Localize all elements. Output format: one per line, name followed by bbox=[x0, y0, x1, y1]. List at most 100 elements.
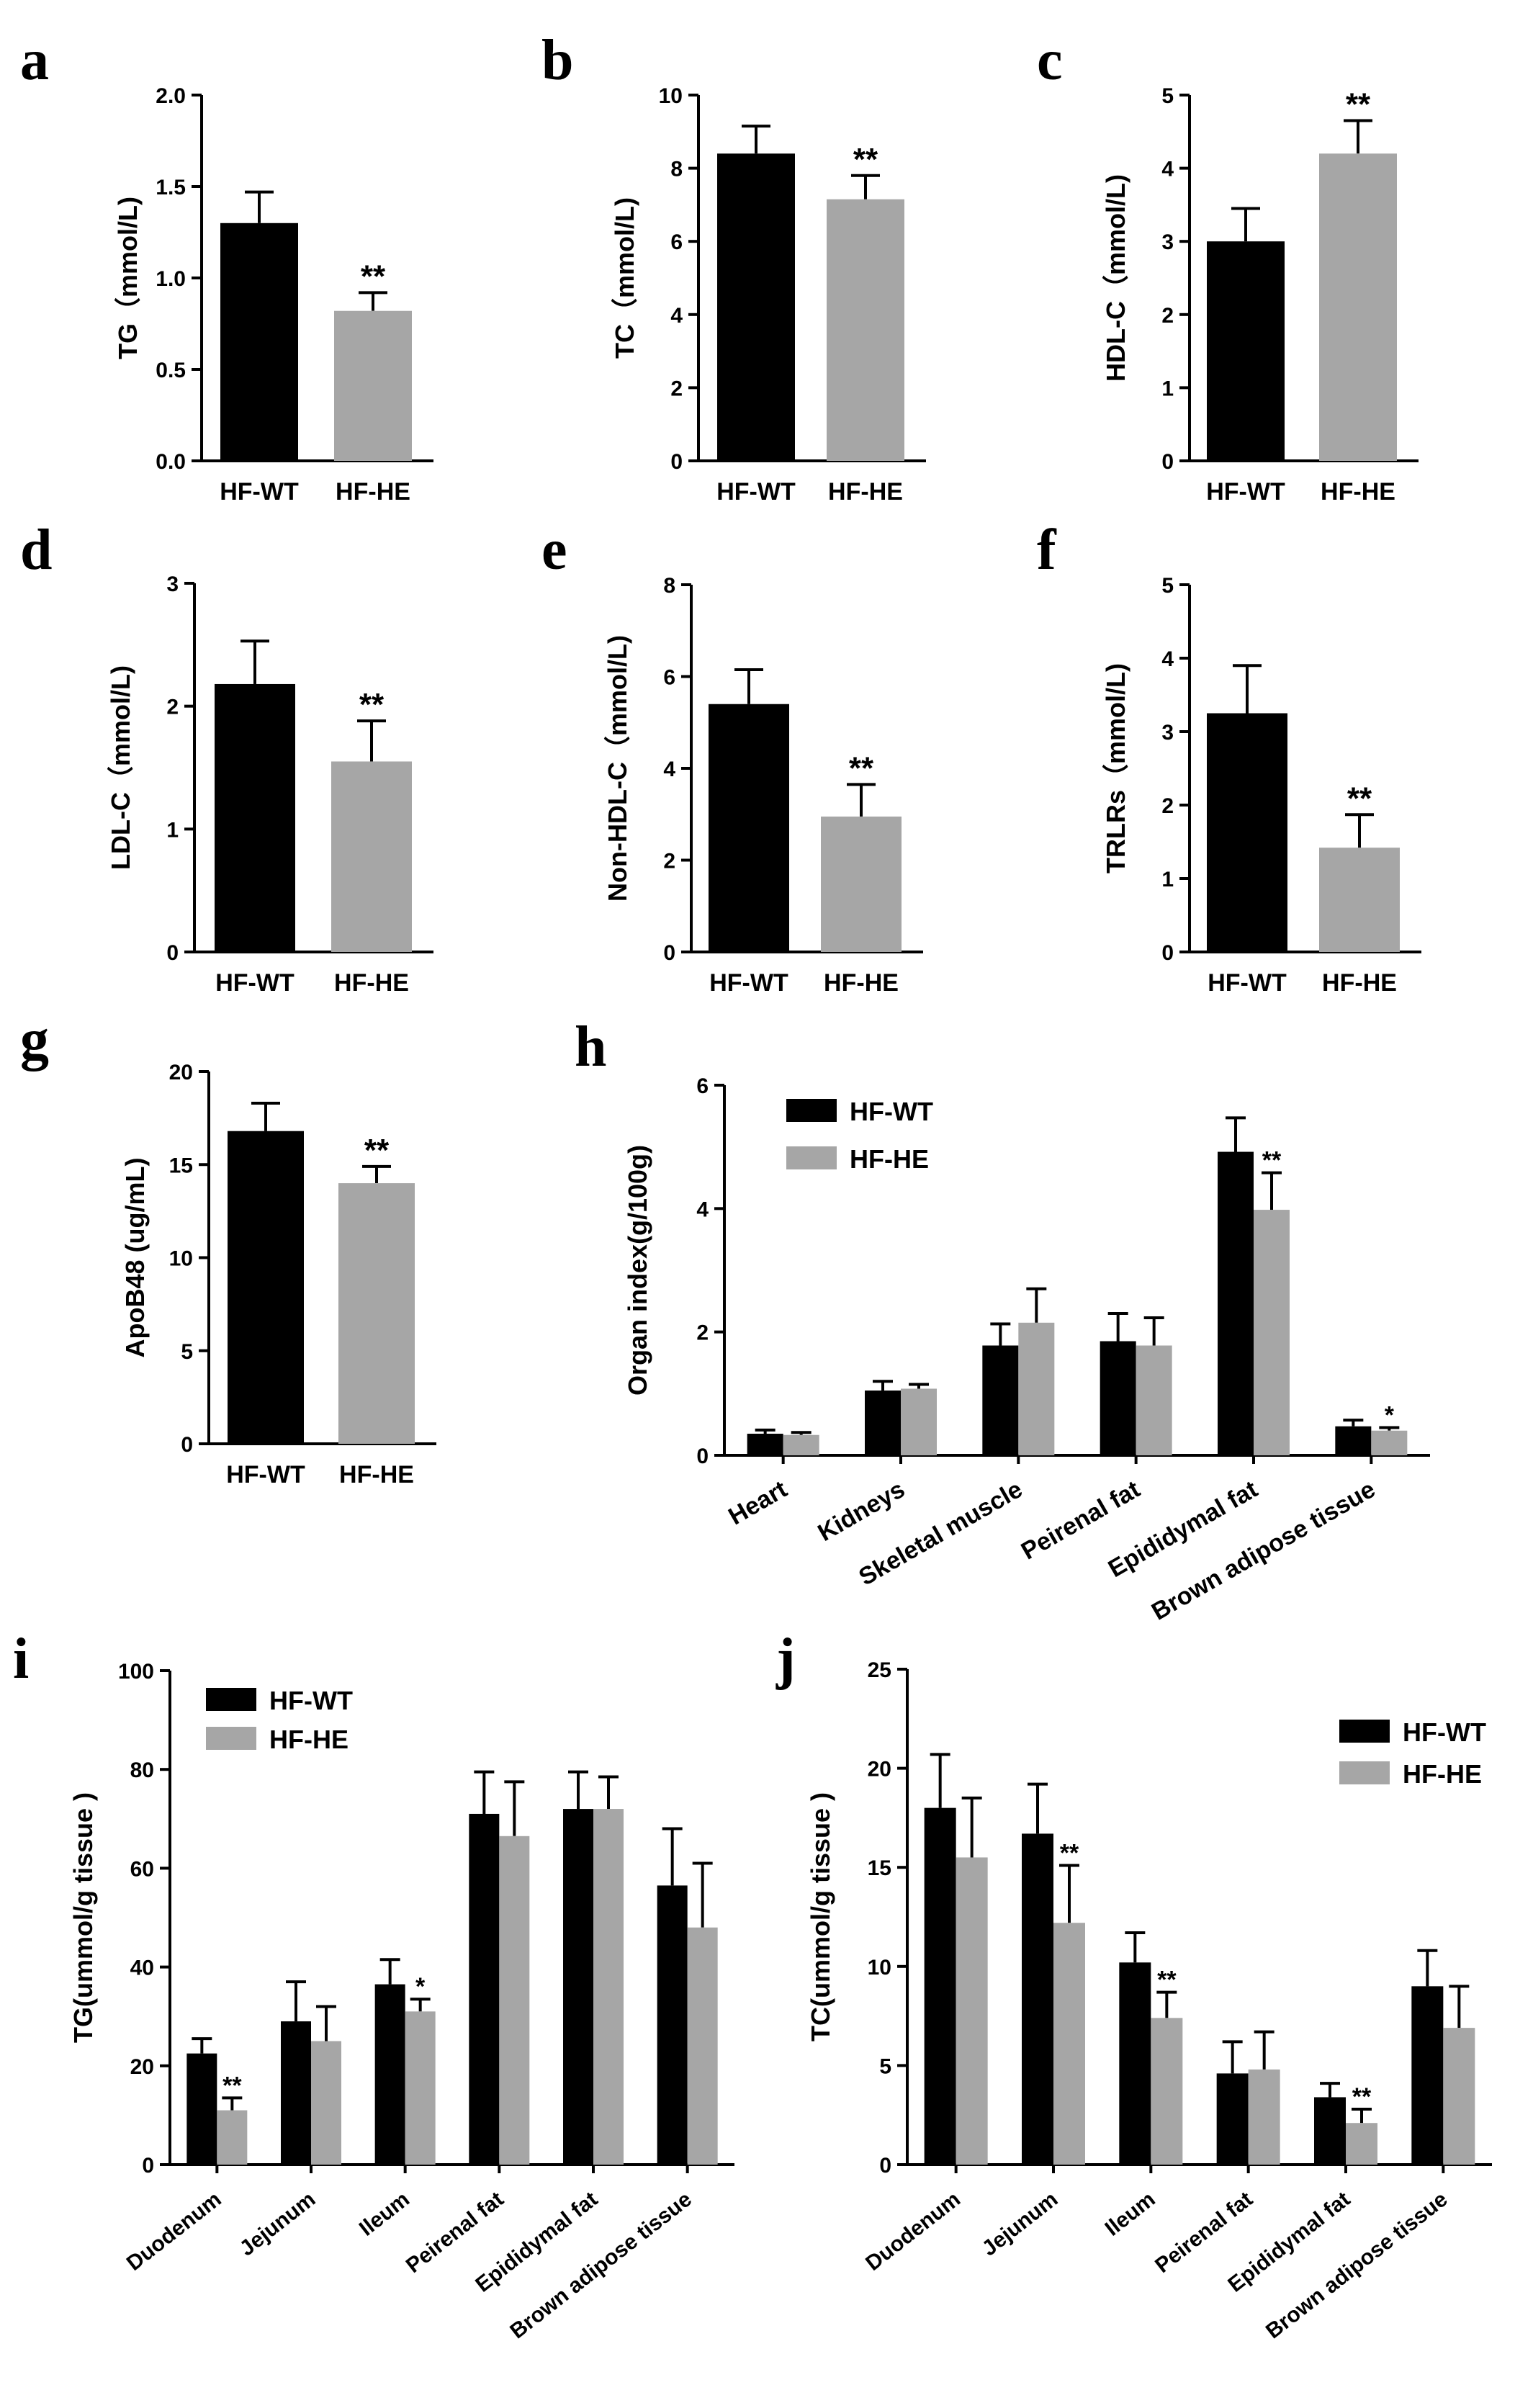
y-tick-label: 100 bbox=[118, 1660, 154, 1684]
y-tick-label: 5 bbox=[879, 2054, 891, 2078]
bar-HF-WT-Duodenum bbox=[186, 2053, 217, 2165]
y-tick-label: 10 bbox=[659, 84, 683, 108]
x-category-label: HF-HE bbox=[824, 969, 899, 997]
bar-HF-HE-Peirenal fat bbox=[499, 1836, 530, 2165]
y-tick-label: 1 bbox=[1161, 377, 1174, 400]
y-tick-label: 0 bbox=[1161, 941, 1174, 965]
bar-HF-HE bbox=[331, 761, 412, 952]
y-tick-label: 15 bbox=[169, 1154, 193, 1177]
bar-HF-HE-Peirenal fat bbox=[1136, 1345, 1172, 1455]
y-axis-title: ApoB48 (ug/mL) bbox=[120, 1158, 150, 1358]
panel-i: i 0 20 40 60 80 100 TG(ummol/g tissue ) ** Duoden… bbox=[13, 1627, 734, 2343]
panel-b: b 0 2 4 6 8 10 TC（mmol/L) HF-WT HF-HE ** bbox=[541, 29, 926, 506]
panel-letter: g bbox=[20, 1008, 49, 1072]
legend-label: HF-WT bbox=[269, 1686, 353, 1715]
panel-e: e 0 2 4 6 8 Non-HDL-C（mmol/L) HF-WT HF-HE ** bbox=[541, 518, 923, 997]
x-category-label: HF-WT bbox=[215, 969, 295, 997]
y-tick-label: 15 bbox=[868, 1856, 891, 1880]
y-tick-label: 4 bbox=[696, 1198, 709, 1221]
bar-HF-WT-Heart bbox=[747, 1434, 783, 1455]
bar-HF-WT bbox=[220, 223, 298, 461]
y-axis-title: TRLRs（mmol/L) bbox=[1101, 663, 1130, 873]
significance-mark: ** bbox=[1060, 1839, 1079, 1866]
bar-HF-WT bbox=[1207, 713, 1287, 952]
y-tick-label: 0 bbox=[166, 941, 179, 965]
x-category-label: Ileum bbox=[1101, 2188, 1160, 2241]
legend-label: HF-WT bbox=[850, 1097, 933, 1126]
y-tick-label: 5 bbox=[181, 1340, 193, 1364]
y-tick-label: 0.0 bbox=[156, 450, 186, 474]
panel-letter: b bbox=[541, 29, 574, 92]
y-axis-title: HDL-C（mmol/L) bbox=[1101, 174, 1130, 382]
y-tick-label: 1 bbox=[166, 818, 179, 842]
y-tick-label: 10 bbox=[868, 1956, 891, 1980]
significance-mark: ** bbox=[364, 1133, 390, 1168]
bar-HF-HE-Epididymal fat bbox=[1346, 2123, 1377, 2165]
legend: HF-WT HF-HE bbox=[786, 1097, 933, 1174]
significance-mark: * bbox=[1385, 1401, 1395, 1429]
panel-letter: j bbox=[776, 1627, 796, 1691]
legend-label: HF-HE bbox=[1403, 1759, 1482, 1789]
y-axis-title: TG（mmol/L) bbox=[113, 197, 143, 359]
y-tick-label: 2 bbox=[696, 1321, 709, 1345]
y-tick-label: 8 bbox=[663, 574, 675, 598]
y-tick-label: 0 bbox=[181, 1433, 193, 1457]
panel-letter: d bbox=[20, 518, 53, 582]
bar-HF-WT-Skeletal muscle bbox=[982, 1345, 1019, 1455]
significance-mark: ** bbox=[1157, 1967, 1177, 1994]
panel-d: d 0 1 2 3 LDL-C（mmol/L) HF-WT HF-HE ** bbox=[20, 518, 433, 997]
panel-j: j 0 5 10 15 20 25 TC(ummol/g tissue ) Duodenum **… bbox=[776, 1627, 1492, 2343]
bar-HF-HE-Peirenal fat bbox=[1248, 2069, 1280, 2165]
significance-mark: ** bbox=[222, 2072, 242, 2099]
bar-HF-HE-Brown adipose tissue bbox=[1371, 1430, 1408, 1455]
significance-mark: ** bbox=[1347, 781, 1372, 816]
y-axis-title: TG(ummol/g tissue ) bbox=[68, 1792, 98, 2043]
significance-mark: ** bbox=[1346, 87, 1371, 122]
y-tick-label: 2 bbox=[663, 850, 675, 873]
x-category-label: Heart bbox=[724, 1475, 791, 1530]
bar-HF-HE-Ileum bbox=[1151, 2018, 1183, 2165]
y-tick-label: 80 bbox=[130, 1758, 154, 1782]
y-tick-label: 60 bbox=[130, 1857, 154, 1881]
legend: HF-WT HF-HE bbox=[206, 1686, 353, 1754]
bar-HF-WT-Epididymal fat bbox=[1314, 2097, 1346, 2165]
y-tick-label: 3 bbox=[166, 572, 179, 596]
legend-label: HF-WT bbox=[1403, 1717, 1486, 1747]
y-tick-label: 3 bbox=[1161, 230, 1174, 254]
y-tick-label: 1.5 bbox=[156, 176, 186, 199]
y-tick-label: 40 bbox=[130, 1956, 154, 1980]
significance-mark: ** bbox=[1352, 2083, 1372, 2111]
bar-HF-HE-Epididymal fat bbox=[593, 1809, 624, 2165]
bar-HF-HE-Kidneys bbox=[901, 1388, 937, 1455]
bar-HF-WT-Brown adipose tissue bbox=[1335, 1426, 1372, 1455]
y-tick-label: 0 bbox=[1161, 450, 1174, 474]
y-axis-title: Organ index(g/100g) bbox=[623, 1145, 652, 1396]
bar-HF-HE-Duodenum bbox=[217, 2110, 248, 2165]
x-category-label: Kidneys bbox=[813, 1475, 909, 1547]
x-category-label: Brown adipose tissue bbox=[505, 2188, 696, 2344]
y-tick-label: 8 bbox=[670, 158, 683, 181]
x-category-label: HF-WT bbox=[709, 969, 788, 997]
bar-HF-WT-Peirenal fat bbox=[1216, 2073, 1249, 2165]
bar-HF-HE-Skeletal muscle bbox=[1018, 1322, 1055, 1455]
bar-HF-HE-Duodenum bbox=[956, 1857, 988, 2165]
y-axis-title: Non-HDL-C（mmol/L) bbox=[603, 635, 632, 902]
panel-f: f 0 1 2 3 4 5 TRLRs（mmol/L) HF-WT HF-HE ** bbox=[1037, 518, 1421, 997]
bar-HF-HE bbox=[334, 310, 412, 461]
y-tick-label: 0.5 bbox=[156, 359, 186, 382]
bar-HF-WT-Jejunum bbox=[281, 2021, 311, 2165]
x-category-label: HF-HE bbox=[334, 969, 409, 997]
bar-HF-HE-Epididymal fat bbox=[1254, 1210, 1290, 1455]
panel-c: c 0 1 2 3 4 5 HDL-C（mmol/L) HF-WT HF-HE ** bbox=[1037, 29, 1419, 506]
bar-HF-WT-Epididymal fat bbox=[1218, 1151, 1254, 1455]
legend-label: HF-HE bbox=[269, 1725, 349, 1754]
x-category-label: HF-WT bbox=[220, 478, 299, 506]
y-axis-title: TC（mmol/L) bbox=[610, 197, 639, 359]
panel-g: g 0 5 10 15 20 ApoB48 (ug/mL) HF-WT HF-HE ** bbox=[20, 1008, 436, 1488]
bar-HF-WT bbox=[1207, 241, 1285, 461]
bar-HF-HE bbox=[821, 816, 902, 952]
x-category-label: Brown adipose tissue bbox=[1147, 1475, 1380, 1626]
legend-swatch-HF-HE bbox=[206, 1727, 256, 1750]
x-category-label: HF-HE bbox=[1322, 969, 1397, 997]
y-tick-label: 0 bbox=[142, 2154, 154, 2178]
